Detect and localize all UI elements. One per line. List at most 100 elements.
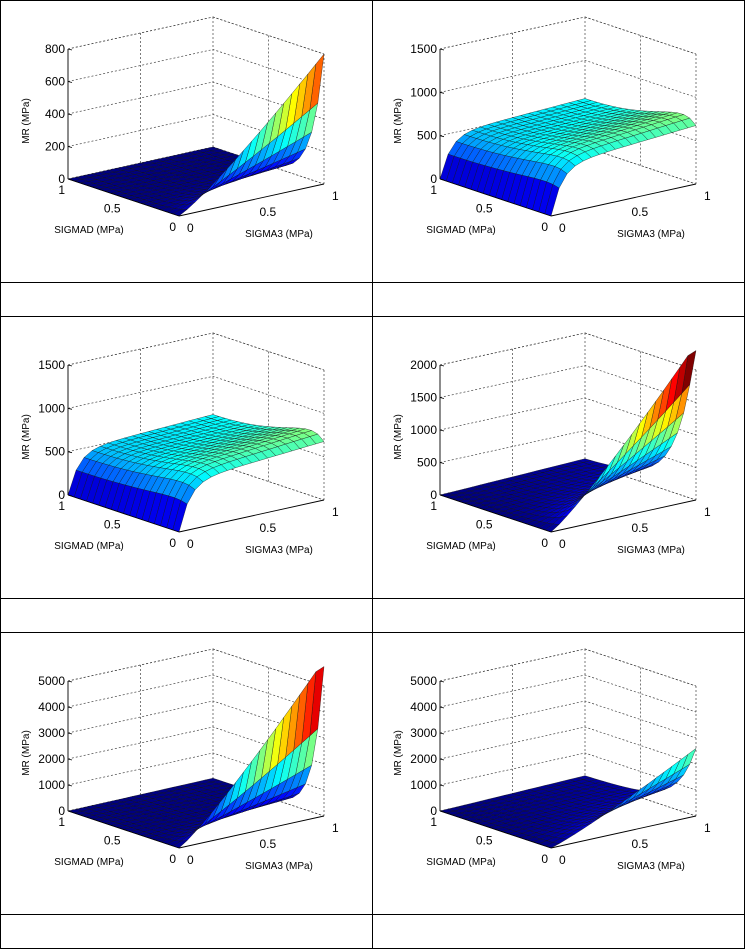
z-tick-label: 1000 [38, 778, 65, 792]
y-tick-label: 0 [187, 853, 194, 867]
x-tick-label: 0 [169, 852, 176, 866]
x-tick-label: 1 [58, 815, 65, 829]
y-axis-label: SIGMA3 (MPa) [617, 229, 685, 240]
z-tick-label: 1500 [410, 42, 437, 56]
x-tick-label: 0 [541, 852, 548, 866]
x-axis-label: SIGMAD (MPa) [54, 225, 123, 236]
y-tick-label: 1 [704, 821, 711, 835]
z-tick-label: 0 [58, 488, 65, 502]
caption-cell-2 [372, 282, 745, 317]
z-axis-label: MR (MPa) [393, 414, 404, 460]
z-tick-label: 1500 [410, 391, 437, 405]
y-tick-label: 0.5 [260, 521, 277, 535]
x-tick-label: 0.5 [476, 202, 493, 216]
x-tick-label: 1 [430, 183, 437, 197]
x-tick-label: 0 [541, 220, 548, 234]
x-axis-label: SIGMAD (MPa) [426, 541, 495, 552]
z-tick-label: 1000 [410, 423, 437, 437]
plot-cell-6: 0 1000 2000 3000 4000 5000 1 0.5 0 0 0.5 1 MR (MPa) S… [372, 632, 745, 915]
caption-cell-1 [0, 282, 373, 317]
z-tick-label: 0 [430, 172, 437, 186]
z-tick-label: 5000 [38, 674, 65, 688]
z-axis-label: MR (MPa) [393, 98, 404, 144]
z-axis-label: MR (MPa) [393, 730, 404, 776]
z-tick-label: 500 [417, 129, 437, 143]
x-tick-label: 1 [58, 499, 65, 513]
z-tick-label: 4000 [410, 700, 437, 714]
plot-cell-1: 0 200 400 600 800 1 0.5 0 0 0.5 1 MR (MPa) SIGMAD (M… [0, 0, 373, 283]
caption-cell-5 [0, 914, 373, 949]
x-tick-label: 1 [430, 499, 437, 513]
y-axis-label: SIGMA3 (MPa) [245, 229, 313, 240]
z-tick-label: 2000 [410, 358, 437, 372]
z-tick-label: 0 [58, 804, 65, 818]
y-tick-label: 0 [187, 221, 194, 235]
plot-cell-3: 0 500 1000 1500 1 0.5 0 0 0.5 1 MR (MPa) SIGMAD (MP… [0, 316, 373, 599]
x-axis-label: SIGMAD (MPa) [426, 857, 495, 868]
z-tick-label: 5000 [410, 674, 437, 688]
x-axis-label: SIGMAD (MPa) [54, 857, 123, 868]
z-tick-label: 800 [45, 42, 65, 56]
y-axis-label: SIGMA3 (MPa) [245, 545, 313, 556]
z-axis-label: MR (MPa) [21, 98, 32, 144]
y-tick-label: 0.5 [632, 837, 649, 851]
x-axis-label: SIGMAD (MPa) [54, 541, 123, 552]
caption-cell-3 [0, 598, 373, 633]
x-tick-label: 0.5 [104, 202, 121, 216]
y-tick-label: 0 [559, 221, 566, 235]
z-tick-label: 1000 [410, 85, 437, 99]
x-tick-label: 1 [430, 815, 437, 829]
z-tick-label: 200 [45, 140, 65, 154]
z-tick-label: 2000 [410, 752, 437, 766]
x-tick-label: 0.5 [104, 518, 121, 532]
x-tick-label: 0.5 [104, 834, 121, 848]
x-tick-label: 0 [541, 536, 548, 550]
z-tick-label: 3000 [410, 726, 437, 740]
y-tick-label: 0.5 [632, 205, 649, 219]
z-tick-label: 500 [417, 456, 437, 470]
z-tick-label: 1500 [38, 358, 65, 372]
y-tick-label: 0.5 [632, 521, 649, 535]
y-axis-label: SIGMA3 (MPa) [617, 861, 685, 872]
y-tick-label: 0.5 [260, 837, 277, 851]
plot-cell-4: 0 500 1000 1500 2000 1 0.5 0 0 0.5 1 MR (MPa) SIGMAD… [372, 316, 745, 599]
x-tick-label: 0 [169, 220, 176, 234]
z-tick-label: 600 [45, 75, 65, 89]
z-tick-label: 3000 [38, 726, 65, 740]
z-tick-label: 1000 [410, 778, 437, 792]
y-tick-label: 1 [332, 821, 339, 835]
caption-cell-4 [372, 598, 745, 633]
y-tick-label: 1 [704, 189, 711, 203]
y-tick-label: 0.5 [260, 205, 277, 219]
z-tick-label: 500 [45, 445, 65, 459]
plot-cell-5: 0 1000 2000 3000 4000 5000 1 0.5 0 0 0.5 1 MR (MPa) S… [0, 632, 373, 915]
x-tick-label: 0.5 [476, 834, 493, 848]
y-axis-label: SIGMA3 (MPa) [617, 545, 685, 556]
y-tick-label: 1 [332, 505, 339, 519]
y-tick-label: 0 [187, 537, 194, 551]
z-axis-label: MR (MPa) [21, 414, 32, 460]
x-tick-label: 1 [58, 183, 65, 197]
z-tick-label: 0 [430, 488, 437, 502]
y-tick-label: 0 [559, 853, 566, 867]
z-axis-label: MR (MPa) [21, 730, 32, 776]
x-tick-label: 0 [169, 536, 176, 550]
z-tick-label: 1000 [38, 401, 65, 415]
x-axis-label: SIGMAD (MPa) [426, 225, 495, 236]
caption-cell-6 [372, 914, 745, 949]
z-tick-label: 4000 [38, 700, 65, 714]
y-axis-label: SIGMA3 (MPa) [245, 861, 313, 872]
z-tick-label: 0 [430, 804, 437, 818]
z-tick-label: 2000 [38, 752, 65, 766]
x-tick-label: 0.5 [476, 518, 493, 532]
z-tick-label: 400 [45, 107, 65, 121]
y-tick-label: 0 [559, 537, 566, 551]
y-tick-label: 1 [704, 505, 711, 519]
